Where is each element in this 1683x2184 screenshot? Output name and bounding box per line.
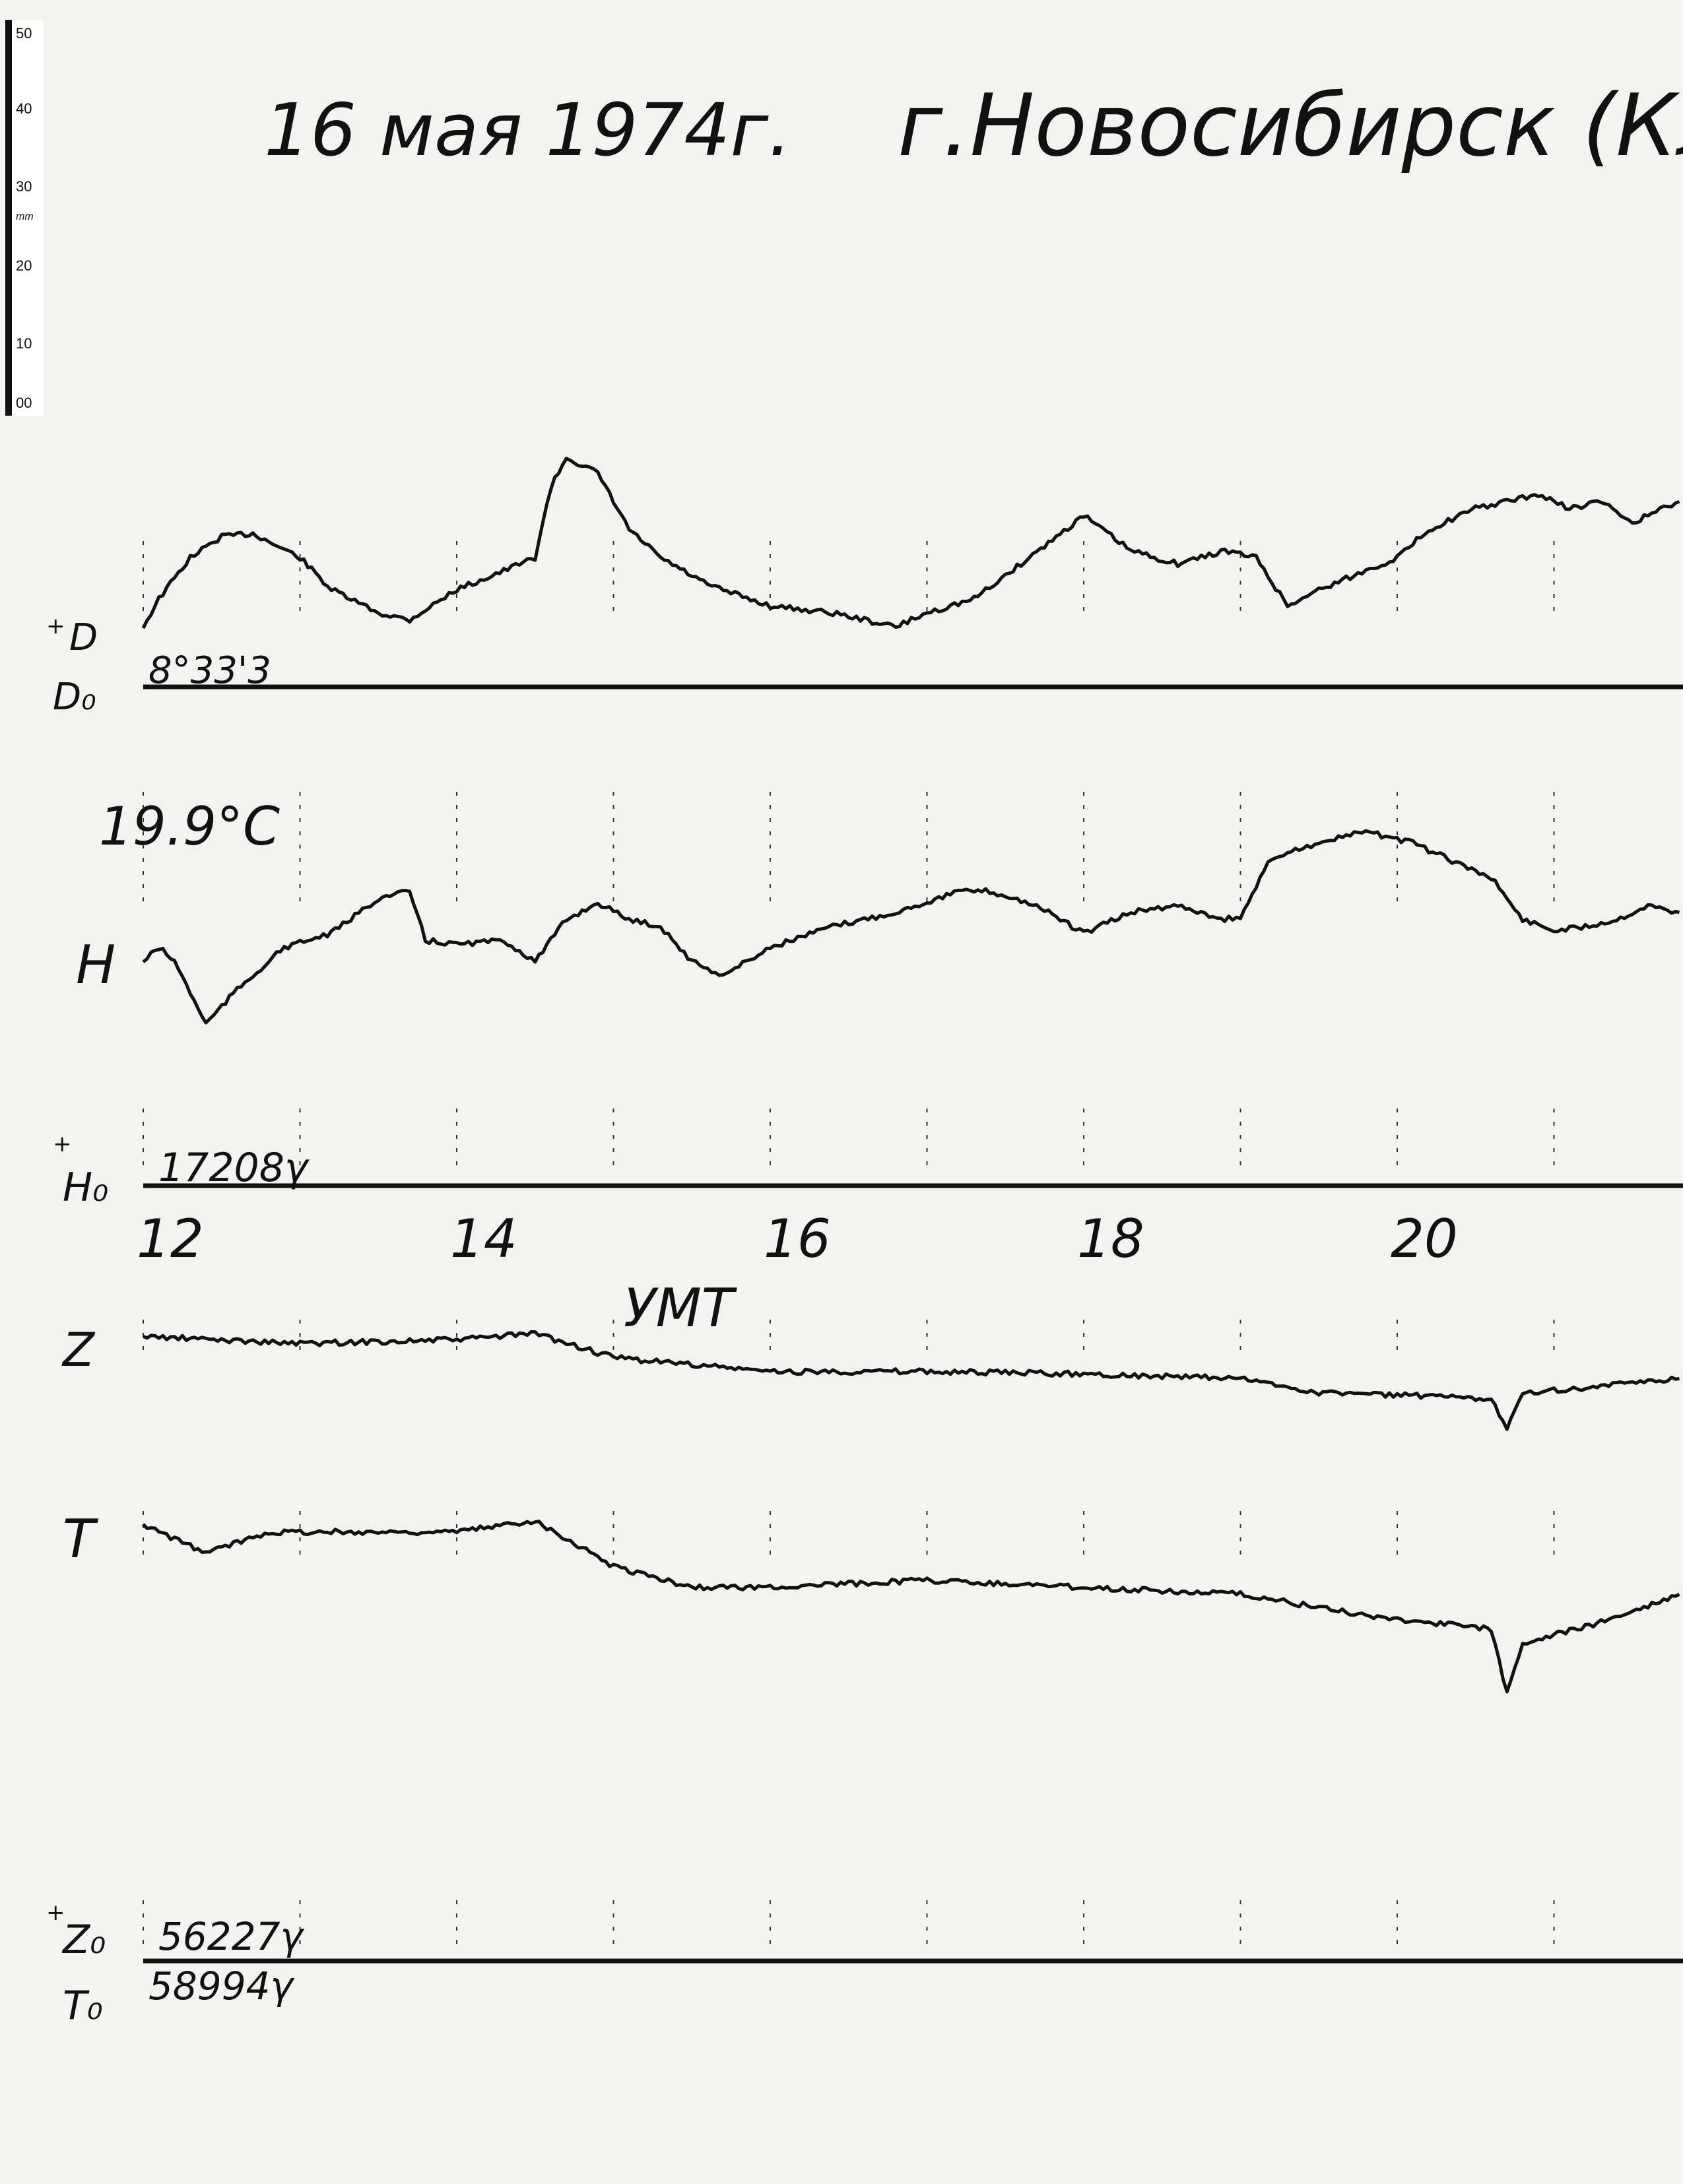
d-label: D [69,616,98,659]
d-plus: + [46,613,65,639]
trace-z [143,1330,1680,1431]
scale-label: 00 [16,395,32,411]
temperature-annotation: 19.9°C [99,796,280,857]
scale-label: 40 [16,100,32,117]
z-label: Z [61,1323,96,1377]
trace-d [141,457,1680,629]
h-label: H [76,934,116,996]
z-plus: + [46,1900,65,1926]
t-label: T [63,1508,99,1570]
trace-t [142,1520,1680,1694]
hour-label: 16 [764,1208,831,1269]
t0-label: T₀ [63,1983,103,2029]
trace-h [142,829,1680,1025]
hour-label: 12 [137,1208,204,1269]
scale-label: 20 [16,257,32,274]
z0-value: 56227γ [158,1914,305,1959]
h0-label: H₀ [63,1165,108,1211]
hour-label: 14 [450,1208,517,1269]
mm-scale-bar: 50 40 30 mm 20 10 00 [5,20,44,416]
title-station: г.Новосибирск (Клю [898,75,1683,176]
d0-label: D₀ [53,676,96,719]
scale-unit: mm [16,211,34,222]
t0-value: 58994γ [148,1964,295,2008]
scale-label: 30 [16,178,32,195]
title-date: 16 мая 1974г. [264,88,791,172]
h-plus: + [53,1131,72,1157]
hour-label: 18 [1077,1208,1144,1269]
scale-label: 50 [16,25,32,42]
hour-label: 20 [1391,1208,1458,1269]
z0-label: Z₀ [61,1917,106,1963]
h0-value: 17208γ [158,1145,310,1191]
scale-label: 10 [16,335,32,352]
x-axis-label: УМТ [624,1277,738,1339]
